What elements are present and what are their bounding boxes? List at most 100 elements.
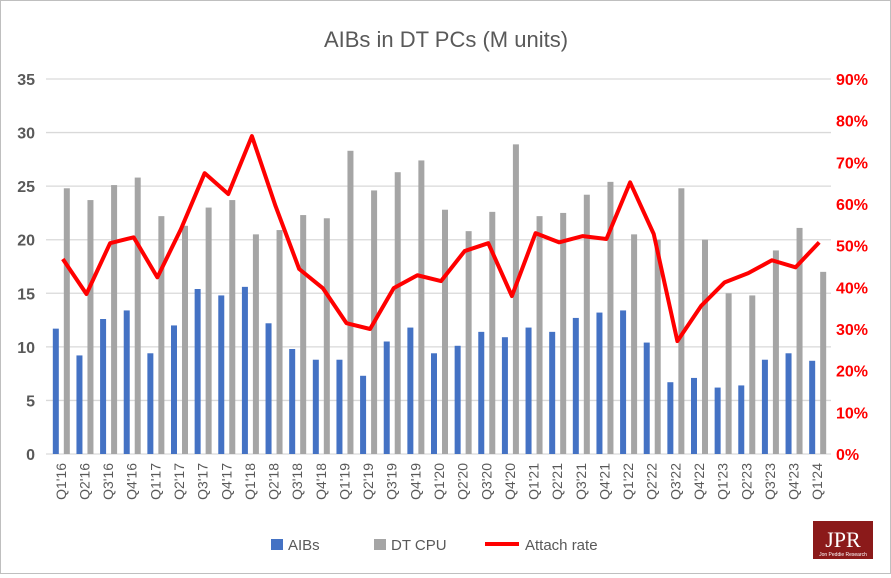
y-left-tick-label: 35 (17, 72, 35, 89)
aib-bar (336, 360, 342, 454)
aib-bar (124, 310, 130, 454)
aib-bar (171, 325, 177, 454)
dt-cpu-bar (229, 200, 235, 454)
chart-title: AIBs in DT PCs (M units) (324, 27, 568, 52)
x-tick-label: Q3'23 (762, 463, 778, 500)
dt-cpu-bar (395, 172, 401, 454)
x-tick-label: Q4'21 (596, 463, 612, 500)
aib-bar (455, 346, 461, 454)
legend-label-attach-rate: Attach rate (525, 537, 598, 554)
x-tick-label: Q4'16 (124, 463, 140, 500)
aib-bar (266, 323, 272, 454)
y-right-tick-label: 70% (836, 155, 868, 172)
y-left-tick-label: 5 (26, 393, 35, 410)
x-tick-label: Q1'18 (242, 463, 258, 500)
x-tick-label: Q4'20 (502, 463, 518, 500)
y-right-tick-label: 20% (836, 364, 868, 381)
y-left-tick-label: 20 (17, 233, 35, 250)
x-tick-label: Q1'19 (336, 463, 352, 500)
x-tick-label: Q3'22 (667, 463, 683, 500)
dt-cpu-bar (135, 178, 141, 454)
x-tick-label: Q4'18 (313, 463, 329, 500)
x-tick-label: Q4'17 (218, 463, 234, 500)
aib-bar (526, 328, 532, 454)
aib-bar (738, 385, 744, 454)
y-left-tick-label: 10 (17, 340, 35, 357)
aib-bar (644, 343, 650, 454)
dt-cpu-bar (584, 195, 590, 454)
dt-cpu-bar (655, 240, 661, 454)
aib-bar (53, 329, 59, 454)
x-tick-label: Q3'20 (478, 463, 494, 500)
dt-cpu-bar (513, 144, 519, 454)
aib-bar (384, 342, 390, 455)
aib-bar (809, 361, 815, 454)
x-tick-label: Q1'23 (715, 463, 731, 500)
aib-bar (431, 353, 437, 454)
aib-bar (549, 332, 555, 454)
aib-bar (195, 289, 201, 454)
dt-cpu-bar (560, 213, 566, 454)
x-tick-label: Q2'21 (549, 463, 565, 500)
x-tick-label: Q2'20 (455, 463, 471, 500)
x-tick-label: Q2'19 (360, 463, 376, 500)
aib-bar (360, 376, 366, 454)
y-right-tick-label: 0% (836, 447, 859, 464)
aib-bar (76, 355, 82, 454)
x-tick-label: Q3'21 (573, 463, 589, 500)
x-tick-label: Q2'16 (76, 463, 92, 500)
aib-bar (667, 382, 673, 454)
aib-bar (478, 332, 484, 454)
dt-cpu-bar (253, 234, 259, 454)
aib-bar (147, 353, 153, 454)
dt-cpu-bar (466, 231, 472, 454)
x-tick-label: Q2'18 (266, 463, 282, 500)
x-tick-label: Q4'22 (691, 463, 707, 500)
dt-cpu-bar (324, 218, 330, 454)
aib-bar (242, 287, 248, 454)
dt-cpu-bar (678, 188, 684, 454)
x-tick-label: Q1'24 (809, 463, 825, 500)
x-tick-label: Q4'19 (407, 463, 423, 500)
y-left-tick-label: 15 (17, 286, 35, 303)
jpr-logo: JPR Jon Peddie Research (813, 521, 873, 559)
aib-bar (313, 360, 319, 454)
dt-cpu-bar (300, 215, 306, 454)
x-tick-label: Q3'16 (100, 463, 116, 500)
y-left-tick-label: 30 (17, 126, 35, 143)
aib-bar (573, 318, 579, 454)
x-tick-label: Q1'21 (526, 463, 542, 500)
svg-text:Jon Peddie Research: Jon Peddie Research (819, 552, 867, 558)
dt-cpu-bar (726, 293, 732, 454)
dt-cpu-bar (631, 234, 637, 454)
aib-bar (289, 349, 295, 454)
dt-cpu-bar (537, 216, 543, 454)
dt-cpu-bar (773, 250, 779, 454)
dt-cpu-bar (347, 151, 353, 454)
dt-cpu-bar (820, 272, 826, 454)
dt-cpu-bar (749, 295, 755, 454)
aib-bar (691, 378, 697, 454)
x-tick-label: Q2'17 (171, 463, 187, 500)
dt-cpu-bar (87, 200, 93, 454)
y-right-tick-label: 80% (836, 114, 868, 131)
dt-cpu-bar (64, 188, 70, 454)
x-tick-label: Q1'20 (431, 463, 447, 500)
y-right-tick-label: 50% (836, 239, 868, 256)
aib-bar (715, 388, 721, 454)
aib-bar (407, 328, 413, 454)
svg-text:JPR: JPR (825, 527, 861, 552)
x-tick-label: Q1'16 (53, 463, 69, 500)
dt-cpu-bar (158, 216, 164, 454)
dt-cpu-bar (418, 160, 424, 454)
aib-bar (100, 319, 106, 454)
aib-bar (786, 353, 792, 454)
x-tick-label: Q4'23 (786, 463, 802, 500)
x-tick-label: Q1'17 (147, 463, 163, 500)
aib-bar (762, 360, 768, 454)
x-tick-label: Q1'22 (620, 463, 636, 500)
x-tick-label: Q3'19 (384, 463, 400, 500)
dt-cpu-bar (277, 230, 283, 454)
